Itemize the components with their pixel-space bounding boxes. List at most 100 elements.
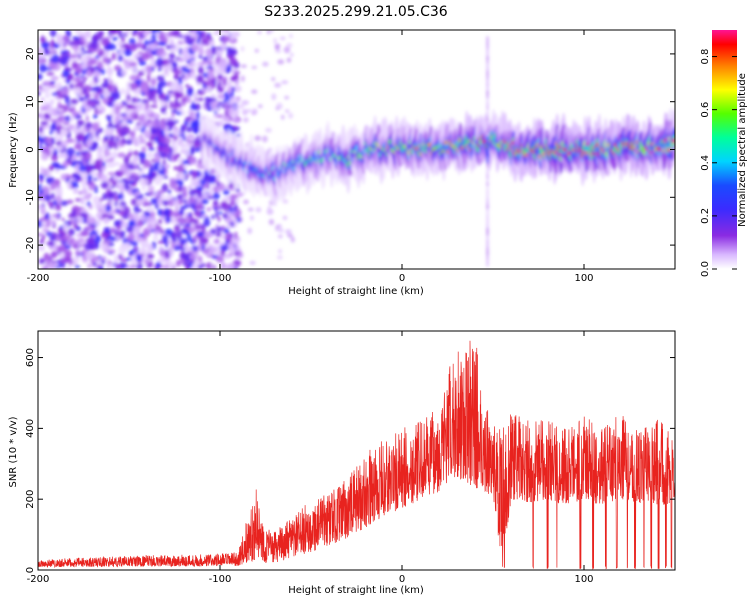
y-tick-label: 400 <box>25 419 36 438</box>
spectrogram-cell <box>220 61 228 66</box>
spectrogram-cell <box>80 56 88 63</box>
spectrogram-cell <box>120 38 126 43</box>
spectrogram-cell <box>114 258 118 264</box>
spectrogram-streak-cell <box>486 192 489 198</box>
spectrogram-streak-cell <box>486 257 489 263</box>
spectrogram-cell <box>160 105 167 114</box>
spectrogram-cell <box>207 71 215 80</box>
spectrogram-x-label: Height of straight line (km) <box>288 286 424 297</box>
spectrogram-cell <box>72 110 79 118</box>
spectrogram-cell <box>138 113 146 123</box>
spectrogram-cell <box>169 38 174 47</box>
spectrogram-cell <box>190 222 196 228</box>
spectrogram-cell <box>275 106 280 111</box>
spectrogram-cell <box>60 173 68 181</box>
spectrogram-cell <box>159 170 166 176</box>
spectrogram-streak-cell <box>486 93 489 99</box>
spectrogram-cell <box>130 43 137 52</box>
spectrogram-cell <box>117 152 126 158</box>
spectrogram-cell <box>85 115 89 122</box>
spectrogram-cell <box>145 207 155 212</box>
spectrogram-cell <box>234 70 241 75</box>
spectrogram-cell <box>66 265 73 269</box>
spectrogram-cell <box>190 145 195 155</box>
spectrogram-cell <box>51 92 58 96</box>
spectrogram-cell <box>125 30 130 36</box>
spectrogram-streak-cell <box>486 120 489 126</box>
spectrogram-cell <box>97 146 103 152</box>
spectrogram-streak-cell <box>486 238 489 244</box>
snr-y-ticks: 0 200 400 600 <box>25 348 675 573</box>
spectrogram-cell <box>235 187 241 192</box>
spectrogram-cell <box>74 30 82 34</box>
spectrogram-cell <box>247 227 253 235</box>
spectrogram-cell <box>201 199 209 205</box>
spectrogram-cell <box>170 216 176 225</box>
spectrogram-cell <box>223 116 230 123</box>
spectrogram-cell <box>127 163 135 171</box>
spectrogram-cell <box>39 109 44 116</box>
spectrogram-cell <box>243 199 249 205</box>
spectrogram-cell <box>284 95 290 100</box>
spectrogram-cell <box>105 159 114 163</box>
spectrogram-streak-cell <box>486 89 489 95</box>
spectrogram-cell <box>290 236 295 243</box>
spectrogram-cell <box>249 215 254 221</box>
spectrogram-cell <box>672 138 675 144</box>
spectrogram-cell <box>201 262 206 268</box>
spectrogram-cell <box>38 73 43 81</box>
spectrogram-cell <box>195 225 202 230</box>
spectrogram-cell <box>155 222 159 232</box>
spectrogram-cell <box>206 207 212 212</box>
spectrogram-cell <box>39 142 43 151</box>
spectrogram-cell <box>131 31 138 37</box>
spectrogram-x-ticks: -200 -100 0 100 <box>27 30 594 284</box>
spectrogram-streak-cell <box>486 250 489 256</box>
spectrogram-cell <box>163 163 171 169</box>
spectrogram-cell <box>289 33 293 39</box>
spectrogram-cell <box>105 205 111 212</box>
spectrogram-streak-cell <box>486 139 489 145</box>
spectrogram-cell <box>192 234 197 244</box>
spectrogram-cell <box>61 131 68 136</box>
spectrogram-cell <box>134 215 139 223</box>
spectrogram-cell <box>287 233 293 238</box>
spectrogram-cell <box>214 70 223 74</box>
spectrogram-cell <box>142 201 151 207</box>
spectrogram-cell <box>152 97 157 106</box>
spectrogram-cell <box>222 77 227 86</box>
spectrogram-cell <box>38 204 43 210</box>
colorbar-tick-label: 0.0 <box>700 261 711 277</box>
spectrogram-cell <box>224 216 233 224</box>
spectrogram-cell <box>139 158 145 165</box>
spectrogram-cell <box>43 194 52 202</box>
spectrogram-cell <box>72 36 81 41</box>
spectrogram-cell <box>198 47 205 56</box>
y-tick-label: -20 <box>25 237 36 253</box>
spectrogram-cell <box>154 203 159 210</box>
spectrogram-cell <box>165 216 172 223</box>
spectrogram-cell <box>57 245 67 254</box>
spectrogram-cell <box>175 141 180 146</box>
spectrogram-cell <box>106 127 115 133</box>
spectrogram-streak-cell <box>486 143 489 149</box>
spectrogram-streak-cell <box>486 51 489 57</box>
spectrogram-cell <box>195 186 204 192</box>
spectrogram-cell <box>169 47 176 54</box>
spectrogram-cell <box>284 109 290 113</box>
spectrogram-cell <box>131 65 138 74</box>
spectrogram-cell <box>76 119 85 127</box>
spectrogram-cell <box>277 234 283 239</box>
spectrogram-cell <box>220 42 228 51</box>
spectrogram-streak-cell <box>486 66 489 72</box>
spectrogram-cell <box>240 46 245 52</box>
spectrogram-cell <box>202 237 209 244</box>
x-tick-label: -200 <box>27 574 50 585</box>
spectrogram-cell <box>205 262 214 269</box>
spectrogram-cell <box>143 240 150 247</box>
spectrogram-cell <box>93 262 97 267</box>
spectrogram-streak-cell <box>486 127 489 133</box>
spectrogram-cell <box>274 82 282 88</box>
spectrogram-cell <box>88 184 96 191</box>
x-tick-label: 0 <box>399 273 405 284</box>
